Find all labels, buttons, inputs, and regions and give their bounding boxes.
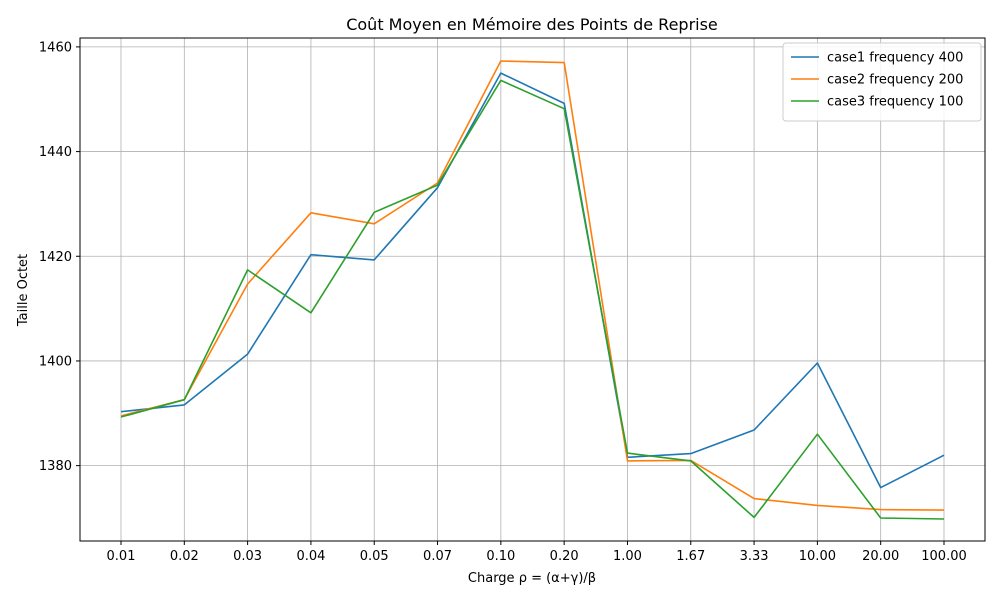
x-axis: 0.01 0.02 0.03 0.04 0.05 0.07 0.10 0.20 1.00 1.67… [107,541,967,564]
series-line-2 [120,60,945,511]
x-tick-label: 3.33 [740,549,769,564]
series-line-3 [120,79,945,520]
x-axis-title: Charge ρ = (α+γ)/β [468,571,596,586]
y-tick-label: 1460 [39,40,72,55]
y-tick-label: 1380 [39,459,72,474]
x-tick-label: 0.20 [550,549,579,564]
x-tick-label: 10.00 [799,549,836,564]
x-tick-label: 100.00 [921,549,967,564]
x-tick-label: 0.05 [360,549,389,564]
y-axis: 1380 1400 1420 1440 1460 [39,40,80,474]
x-tick-label: 0.04 [296,549,325,564]
legend-label-1: case1 frequency 400 [827,51,963,66]
chart-title: Coût Moyen en Mémoire des Points de Repr… [346,15,718,34]
series-line-1 [120,72,945,489]
x-tick-label: 1.67 [676,549,705,564]
y-tick-label: 1400 [39,354,72,369]
x-tick-label: 0.03 [233,549,262,564]
y-axis-title: Taille Octet [16,254,31,327]
x-tick-label: 0.07 [423,549,452,564]
y-tick-label: 1440 [39,145,72,160]
x-tick-label: 0.10 [486,549,515,564]
x-tick-label: 20.00 [862,549,899,564]
legend-box [782,42,982,122]
x-tick-label: 0.01 [107,549,136,564]
series-lines [120,60,945,520]
x-tick-label: 0.02 [170,549,199,564]
y-tick-label: 1420 [39,250,72,265]
x-tick-label: 1.00 [613,549,642,564]
legend-label-2: case2 frequency 200 [827,73,963,88]
plot-frame [79,37,986,542]
legend-label-3: case3 frequency 100 [827,95,963,110]
legend: case1 frequency 400 case2 frequency 200 ca… [782,42,982,122]
